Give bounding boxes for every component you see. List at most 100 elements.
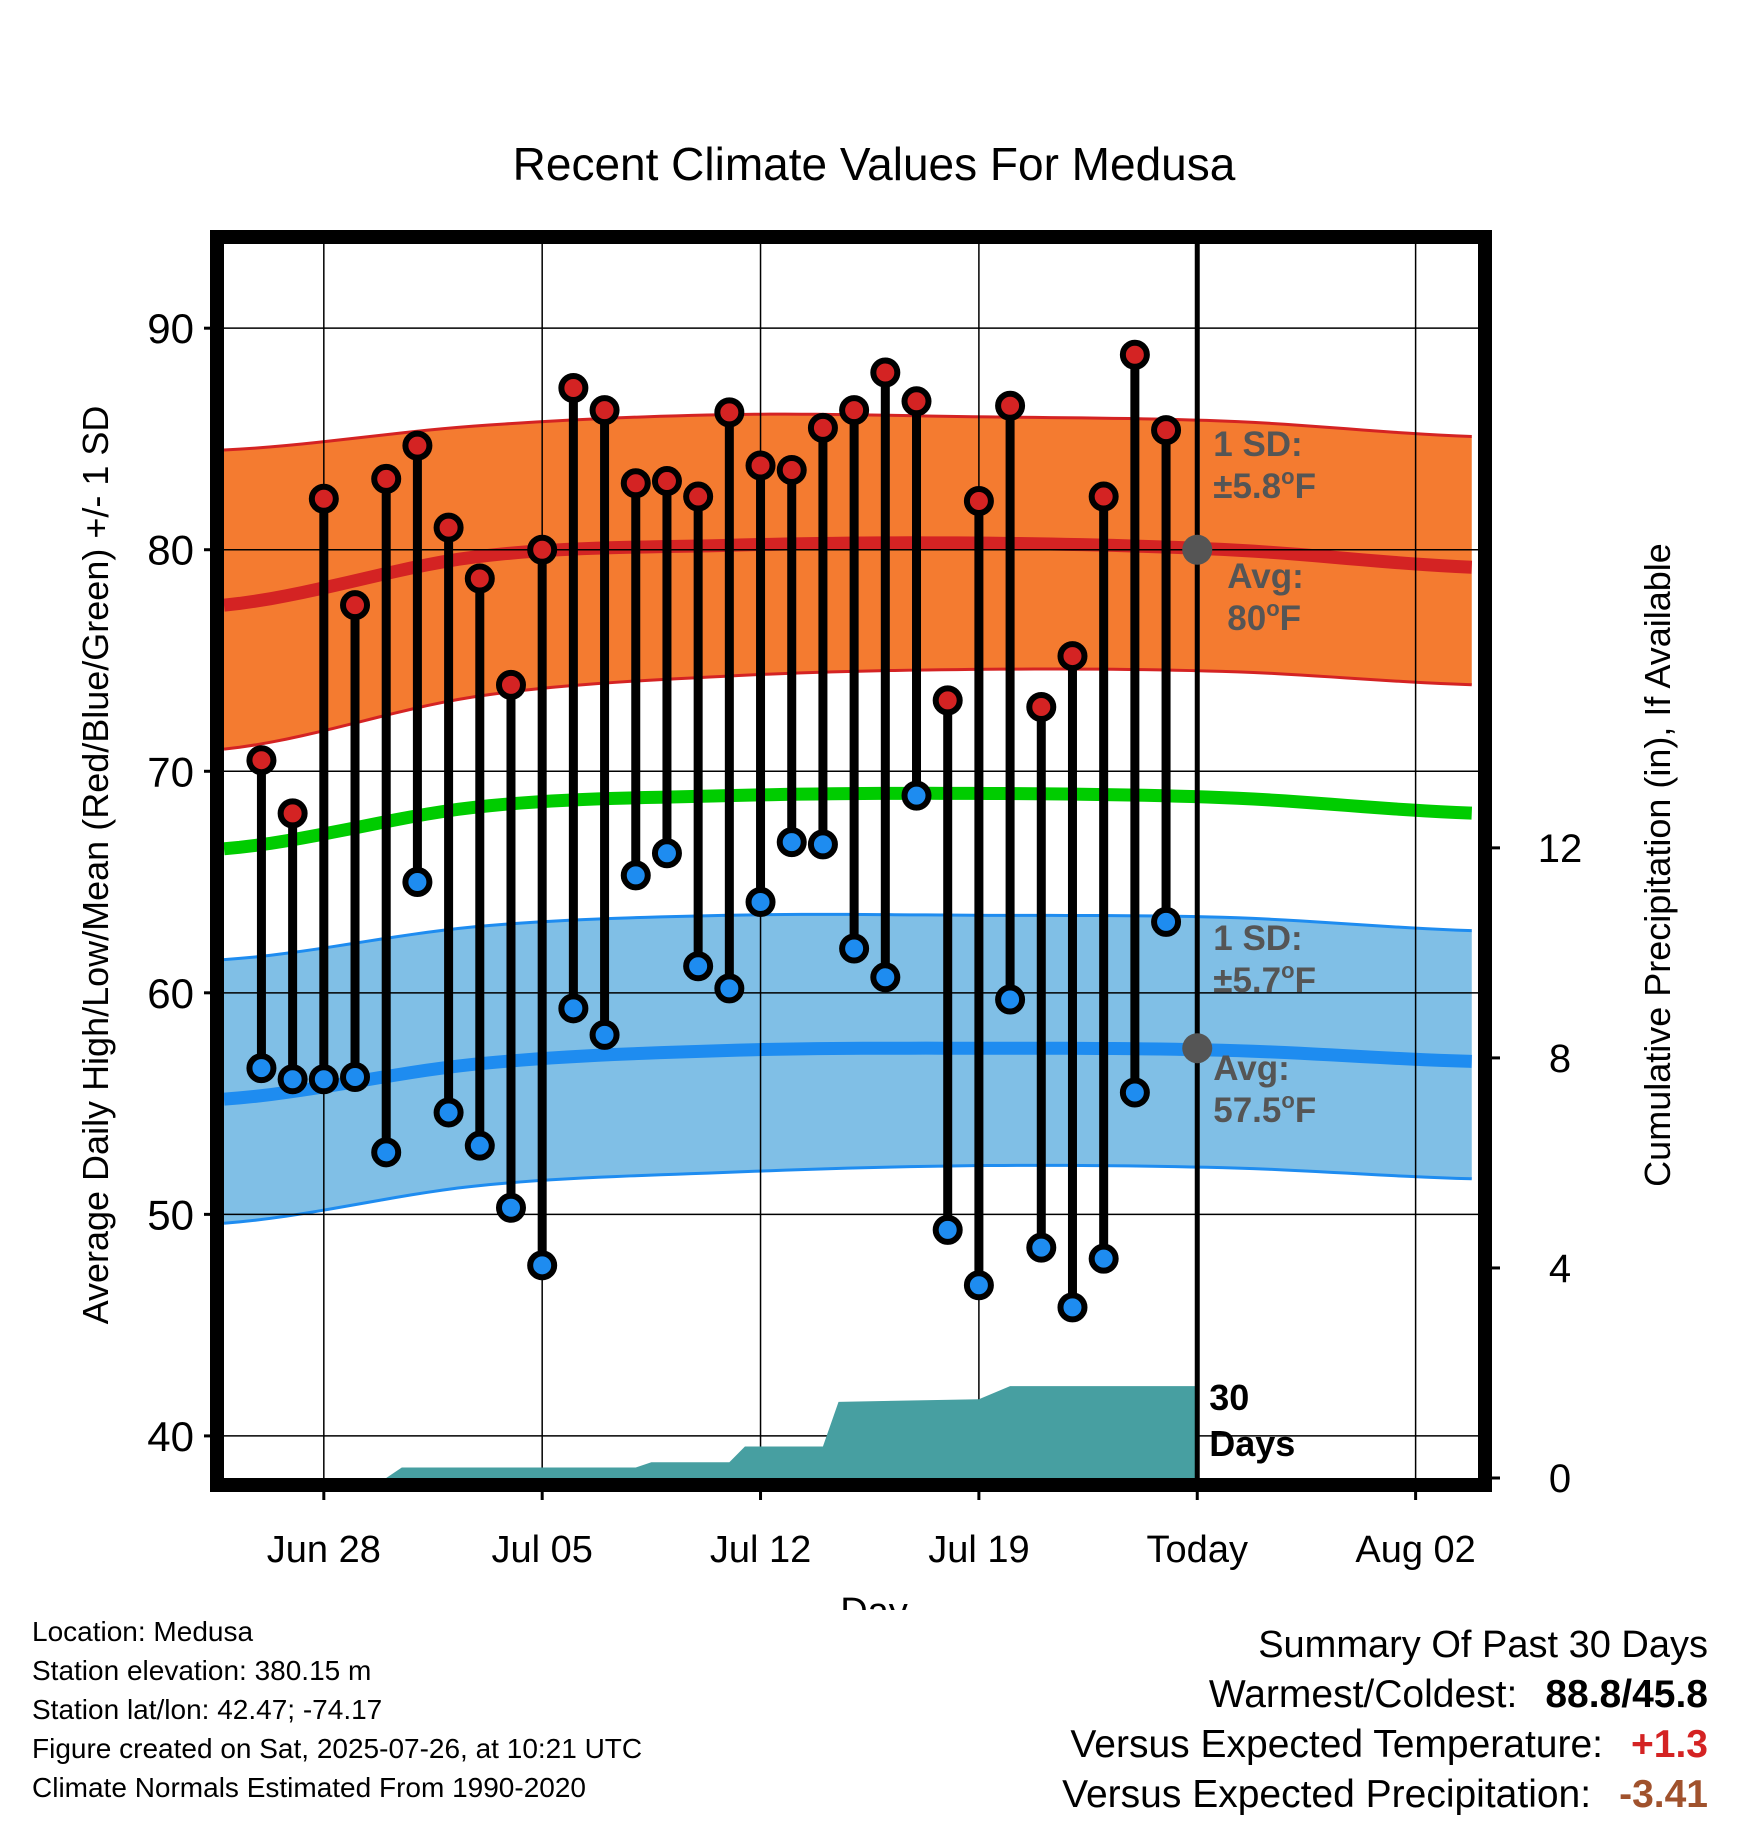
daily-high-point — [495, 669, 526, 700]
daily-low-point — [870, 962, 901, 993]
normal-high-line — [224, 536, 1473, 612]
today-days-label: Days — [1209, 1423, 1295, 1464]
temp-value: +1.3 — [1631, 1723, 1708, 1766]
daily-high-point — [901, 386, 932, 417]
warm-cold-label: Warmest/Coldest: — [1208, 1673, 1518, 1716]
low-normal-band — [224, 914, 1472, 1224]
high-normal-band-lower-edge — [224, 667, 1472, 751]
daily-high-point — [745, 450, 776, 481]
x-tick-label: Jun 28 — [267, 1529, 381, 1571]
daily-low-point — [839, 933, 870, 964]
daily-high-point — [246, 745, 277, 776]
daily-high-point — [527, 534, 558, 565]
warm-cold-value: 88.8/45.8 — [1545, 1673, 1708, 1716]
chart-title: Recent Climate Values For Medusa — [513, 138, 1236, 190]
daily-low-point — [589, 1019, 620, 1050]
daily-low-point — [371, 1137, 402, 1168]
x-tick-label: Aug 02 — [1355, 1529, 1475, 1571]
daily-high-point — [558, 373, 589, 404]
y2-axis-label: Cumulative Precipitation (in), If Availa… — [1637, 543, 1678, 1187]
daily-low-point — [1026, 1232, 1057, 1263]
daily-low-point — [246, 1053, 277, 1084]
daily-high-point — [714, 397, 745, 428]
summary-warm-cold: Warmest/Coldest: 88.8/45.8 — [1062, 1670, 1708, 1720]
high-sd-annotation-line2: ±5.8oF — [1213, 464, 1316, 506]
x-tick-label: Jul 12 — [710, 1529, 811, 1571]
daily-high-point — [340, 590, 371, 621]
today-days-label: 30 — [1209, 1377, 1249, 1418]
today-high-normal-marker — [1182, 534, 1213, 565]
daily-high-point — [308, 483, 339, 514]
x-tick-label: Jul 19 — [928, 1529, 1029, 1571]
low-avg-annotation-line2: 57.5oF — [1213, 1088, 1316, 1130]
daily-high-point — [1151, 415, 1182, 446]
daily-low-point — [1088, 1243, 1119, 1274]
daily-low-point — [651, 838, 682, 869]
y-tick-label: 70 — [147, 748, 194, 795]
daily-high-point — [589, 395, 620, 426]
plot-frame — [210, 230, 1492, 1492]
daily-high-point — [870, 357, 901, 388]
daily-high-point — [433, 512, 464, 543]
y2-tick-label: 12 — [1538, 827, 1583, 871]
daily-low-point — [558, 993, 589, 1024]
daily-low-point — [495, 1192, 526, 1223]
daily-low-point — [963, 1270, 994, 1301]
high-avg-annotation-line1: Avg: — [1227, 557, 1303, 596]
daily-low-point — [527, 1250, 558, 1281]
x-axis-label: Day — [840, 1591, 908, 1610]
precip-value: -3.41 — [1619, 1773, 1708, 1816]
high-normal-band — [224, 414, 1472, 750]
normal-mean-line — [224, 786, 1473, 856]
info-elevation: Station elevation: 380.15 m — [32, 1655, 372, 1686]
summary-panel: Summary Of Past 30 Days Warmest/Coldest:… — [1062, 1620, 1708, 1820]
daily-low-point — [620, 860, 651, 891]
daily-low-point — [683, 951, 714, 982]
daily-low-point — [308, 1064, 339, 1095]
info-latlon: Station lat/lon: 42.47; -74.17 — [32, 1694, 383, 1725]
low-normal-band-upper-edge — [224, 912, 1472, 962]
summary-precip: Versus Expected Precipitation: -3.41 — [1062, 1770, 1708, 1820]
y-axis-label: Average Daily High/Low/Mean (Red/Blue/Gr… — [75, 406, 116, 1325]
daily-high-point — [995, 390, 1026, 421]
daily-high-point — [807, 412, 838, 443]
daily-low-point — [745, 886, 776, 917]
daily-high-point — [963, 485, 994, 516]
info-location: Location: Medusa — [32, 1616, 254, 1647]
climate-chart: Recent Climate Values For Medusa 1 SD:±5… — [75, 138, 1678, 1610]
y-tick-label: 60 — [147, 970, 194, 1017]
temp-label: Versus Expected Temperature: — [1070, 1723, 1603, 1766]
daily-high-point — [839, 395, 870, 426]
daily-high-point — [1057, 641, 1088, 672]
daily-high-point — [371, 463, 402, 494]
low-normal-band-lower-edge — [224, 1163, 1472, 1225]
daily-low-point — [340, 1062, 371, 1093]
daily-low-point — [277, 1064, 308, 1095]
daily-low-point — [1119, 1077, 1150, 1108]
high-sd-annotation-line1: 1 SD: — [1213, 425, 1302, 464]
daily-low-point — [464, 1130, 495, 1161]
y2-tick-label: 4 — [1549, 1247, 1571, 1291]
daily-low-point — [901, 780, 932, 811]
precip-label: Versus Expected Precipitation: — [1062, 1773, 1592, 1816]
y-tick-label: 90 — [147, 305, 194, 352]
daily-high-point — [1088, 481, 1119, 512]
high-avg-annotation-line2: 80oF — [1227, 596, 1301, 638]
daily-high-point — [683, 481, 714, 512]
info-created: Figure created on Sat, 2025-07-26, at 10… — [32, 1733, 643, 1764]
daily-low-point — [1057, 1292, 1088, 1323]
daily-high-point — [620, 468, 651, 499]
summary-temp: Versus Expected Temperature: +1.3 — [1062, 1720, 1708, 1770]
daily-high-point — [402, 430, 433, 461]
y2-tick-label: 8 — [1549, 1037, 1571, 1081]
y-tick-label: 40 — [147, 1413, 194, 1460]
daily-high-point — [1026, 692, 1057, 723]
today-low-normal-marker — [1182, 1033, 1213, 1064]
x-tick-label: Today — [1147, 1529, 1248, 1571]
daily-low-point — [1151, 906, 1182, 937]
station-info: Location: Medusa Station elevation: 380.… — [32, 1612, 642, 1807]
low-sd-annotation-line2: ±5.7oF — [1213, 958, 1316, 1000]
daily-low-point — [776, 827, 807, 858]
